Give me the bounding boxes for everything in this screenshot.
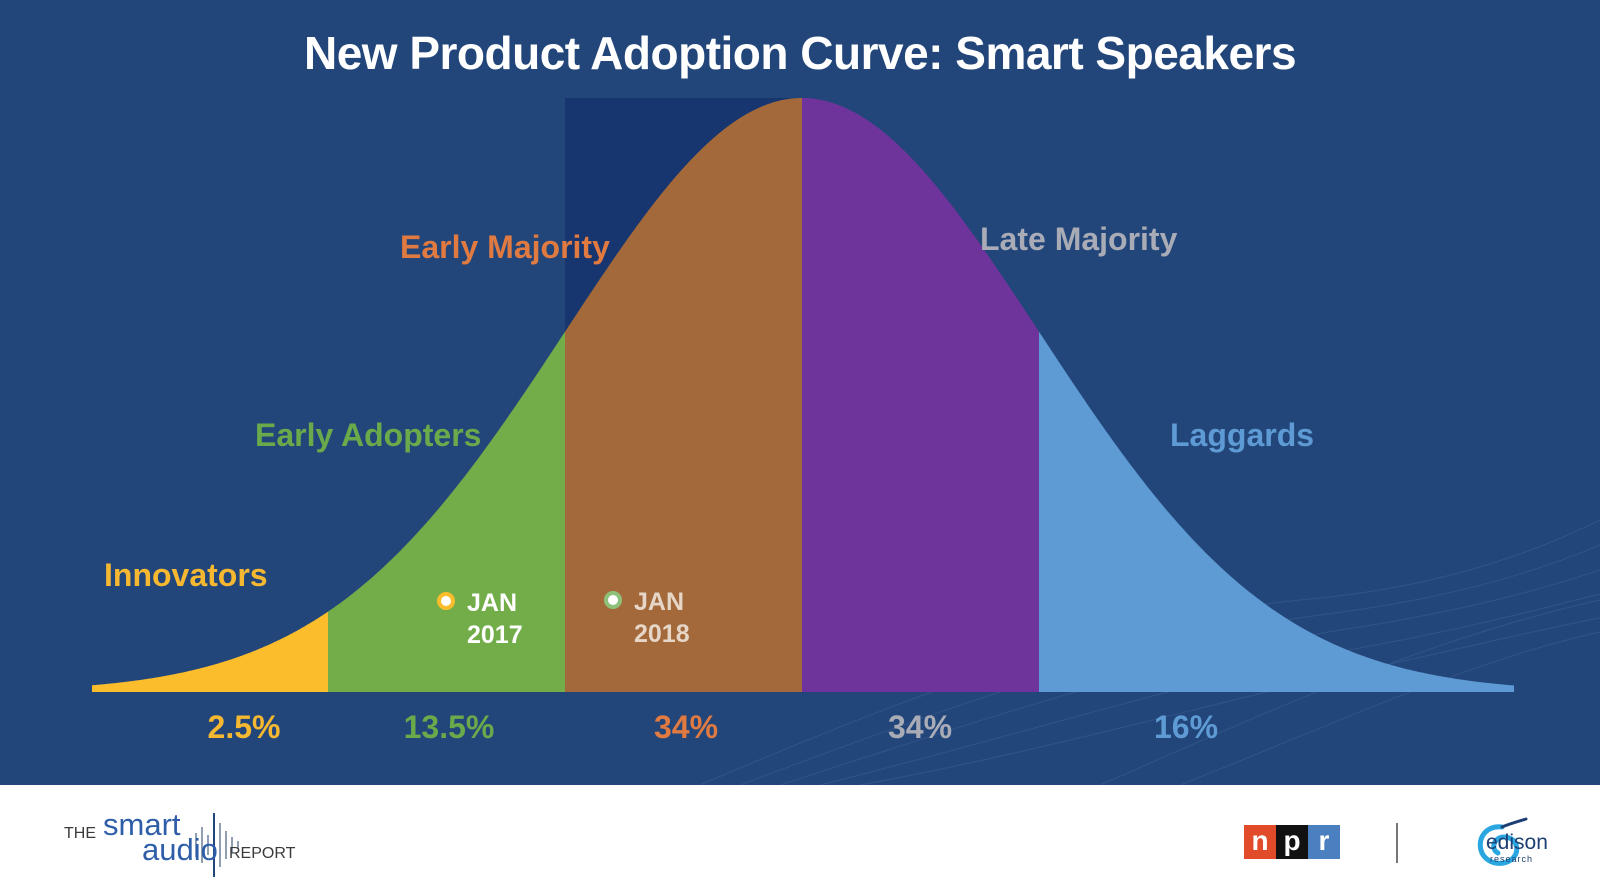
time-marker-2: JAN 2018 <box>604 588 690 648</box>
logo-audio-text: audio <box>142 832 218 867</box>
segment-value-early-adopters: 13.5% <box>404 709 495 745</box>
smart-audio-soundwave-icon <box>189 813 239 877</box>
marker-dot <box>604 591 622 609</box>
chart-slide: Innovators 2.5% Early Adopters 13.5% Early M… <box>0 0 1600 785</box>
segment-value-innovators: 2.5% <box>208 709 281 745</box>
marker-dot <box>437 592 455 610</box>
adoption-curve-chart: Innovators 2.5% Early Adopters 13.5% Early M… <box>92 98 1600 785</box>
segment-name-early-majority: Early Majority <box>400 229 610 265</box>
segment-name-laggards: Laggards <box>1170 417 1314 453</box>
marker-label-line1: JAN <box>467 589 517 617</box>
footer: THE smart audio REPORT n p r edison rese… <box>0 785 1600 896</box>
edison-swirl-icon <box>1477 817 1528 866</box>
npr-letter-r: r <box>1308 825 1340 859</box>
marker-label-line1: JAN <box>634 588 684 616</box>
logo-divider <box>1396 823 1398 863</box>
segment-area-early-adopters <box>328 331 565 692</box>
npr-letter-n: n <box>1244 825 1276 859</box>
npr-letter-p: p <box>1276 825 1308 859</box>
segment-area-late-majority <box>802 98 1039 692</box>
segment-value-late-majority: 34% <box>888 709 952 745</box>
segment-value-laggards: 16% <box>1154 709 1218 745</box>
marker-label-line2: 2018 <box>634 620 690 648</box>
npr-logo: n p r <box>1244 825 1340 859</box>
logo-the-text: THE <box>64 825 96 842</box>
marker-label-line2: 2017 <box>467 621 523 649</box>
edison-wordmark: edison <box>1486 831 1548 854</box>
logo-report-text: REPORT <box>229 845 296 862</box>
time-marker-1: JAN 2017 <box>437 589 523 649</box>
segment-area-early-majority <box>565 98 802 692</box>
segment-name-early-adopters: Early Adopters <box>255 417 481 453</box>
segment-area-innovators <box>92 611 328 692</box>
segment-name-late-majority: Late Majority <box>980 221 1178 257</box>
edison-subtitle: research <box>1490 854 1534 864</box>
logo-smart-text: smart <box>103 807 181 842</box>
segment-name-innovators: Innovators <box>104 557 268 593</box>
segment-value-early-majority: 34% <box>654 709 718 745</box>
segment-area-laggards <box>1039 331 1514 692</box>
chart-title: New Product Adoption Curve: Smart Speake… <box>303 27 1297 79</box>
